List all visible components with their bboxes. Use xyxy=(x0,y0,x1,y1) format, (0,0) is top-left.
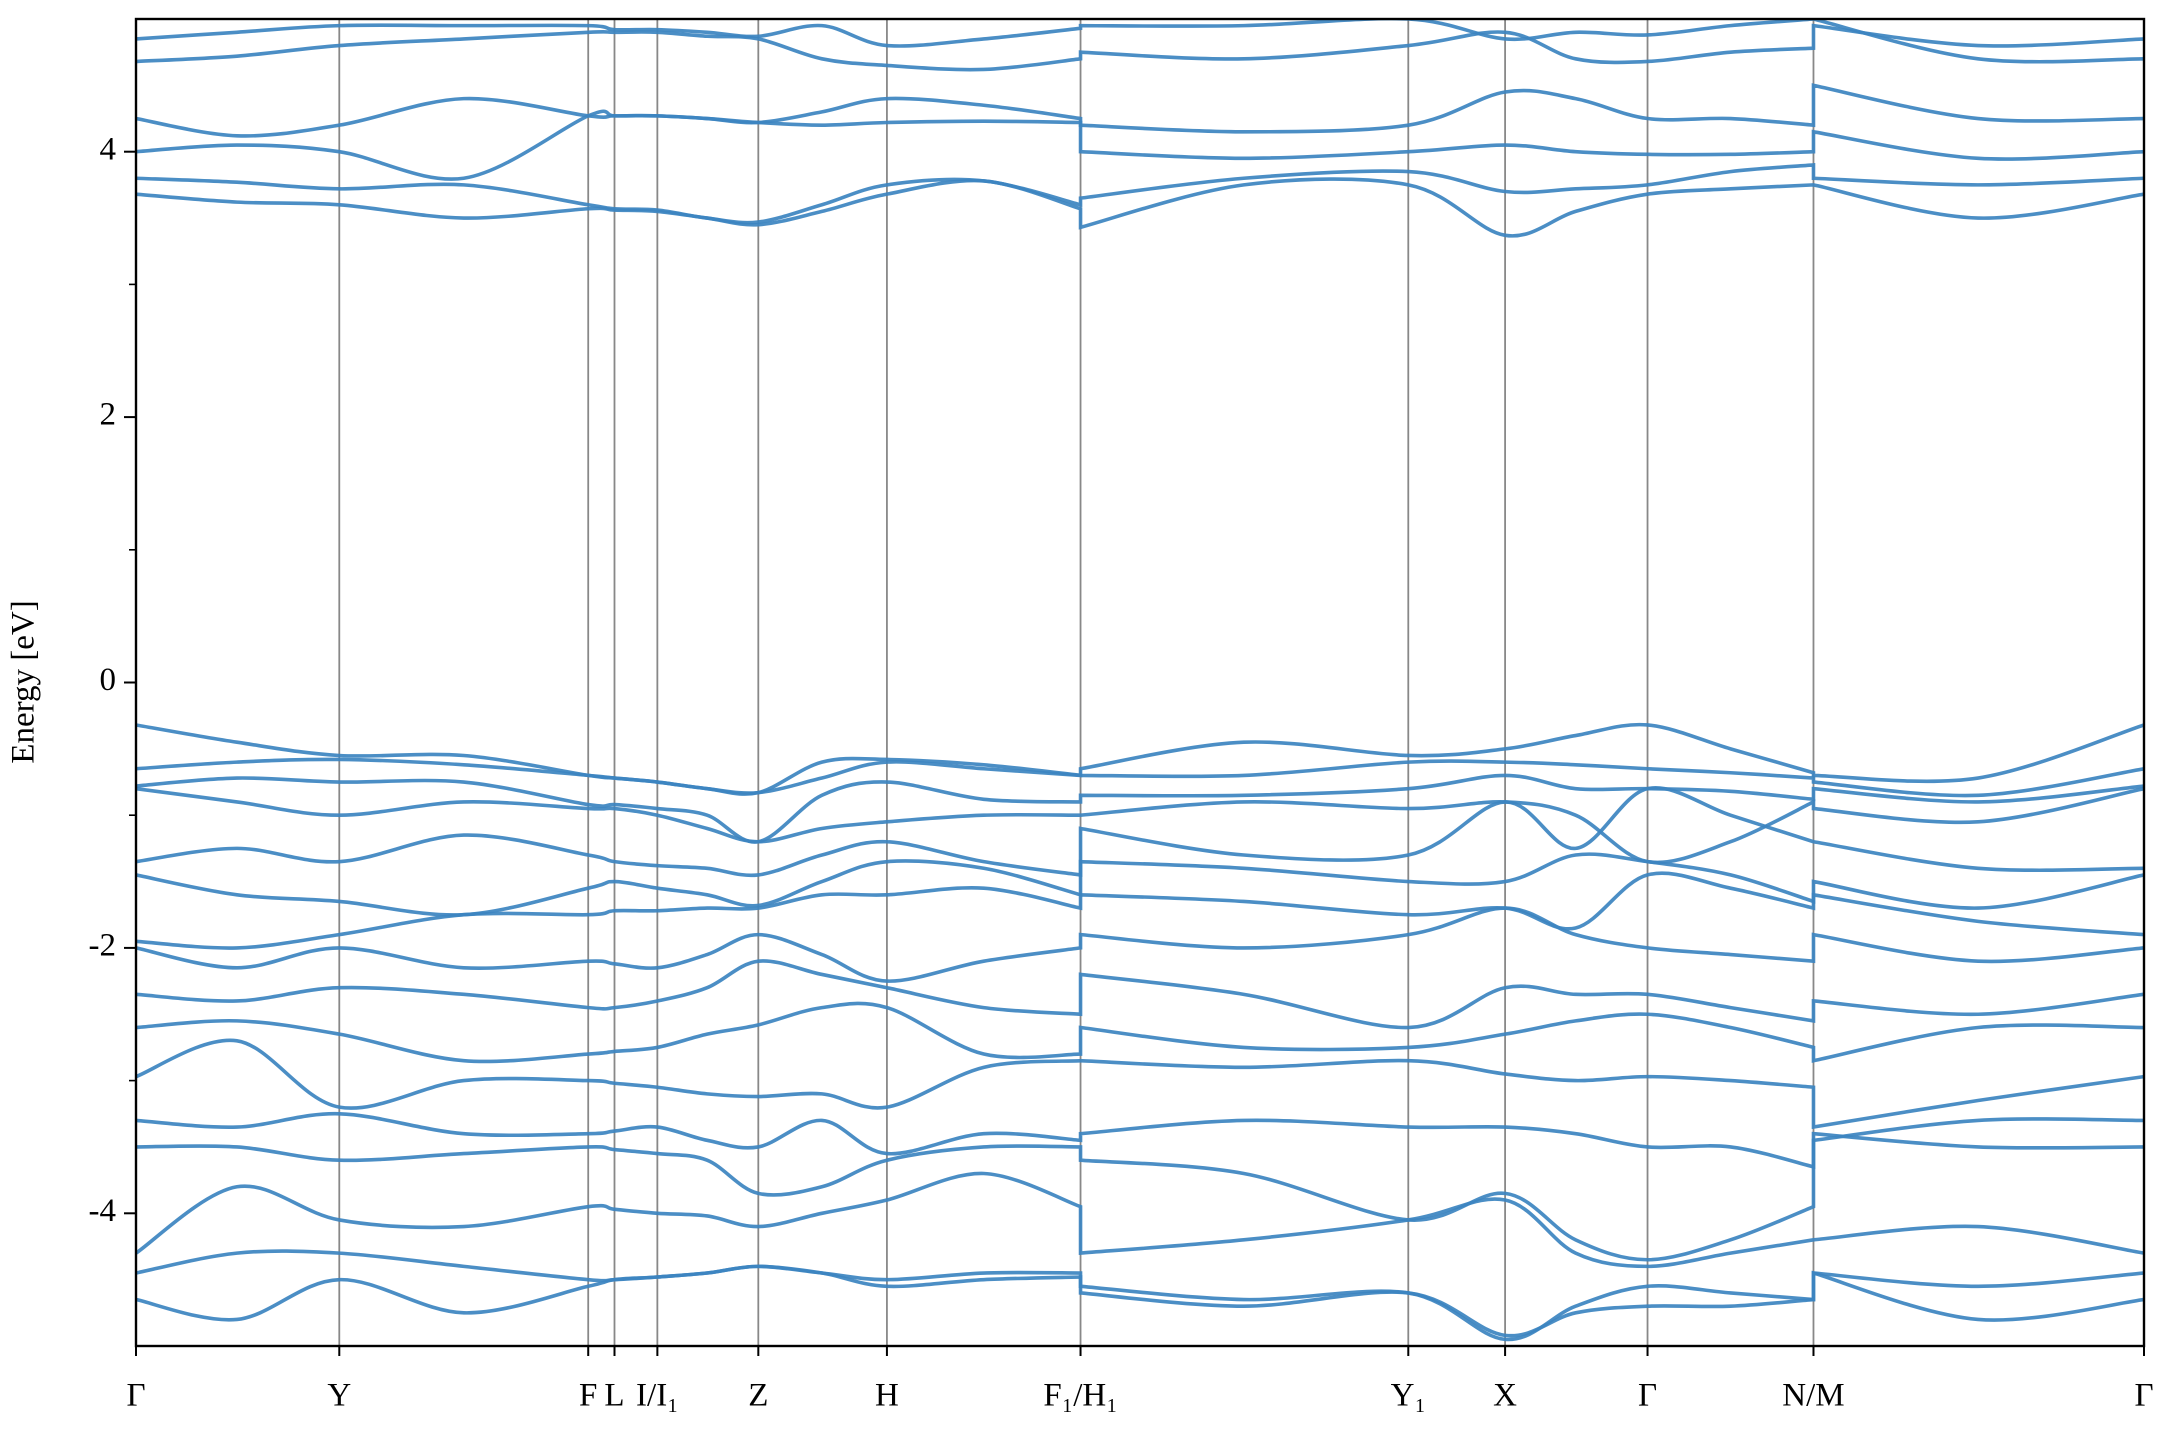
band-line xyxy=(136,722,2144,796)
band-line xyxy=(136,1131,2144,1262)
band-line xyxy=(136,1171,2144,1269)
x-tick-label: H xyxy=(875,1378,899,1414)
band-line xyxy=(136,177,2144,238)
band-line xyxy=(136,757,2144,798)
band-line xyxy=(136,1001,2144,1064)
y-tick-label: 2 xyxy=(100,397,117,433)
y-tick-label: 4 xyxy=(100,131,117,167)
x-tick-label: X xyxy=(1493,1378,1517,1414)
band-line xyxy=(136,786,2144,865)
plot-frame xyxy=(134,17,2146,1348)
band-line xyxy=(136,1111,2144,1170)
x-tick-label: F₁/H₁ xyxy=(1043,1378,1117,1414)
x-tick-label: Y xyxy=(327,1378,351,1414)
bands xyxy=(136,19,2144,1342)
x-tick-label: Z xyxy=(748,1378,768,1414)
x-tick-label: F xyxy=(579,1378,597,1414)
band-line xyxy=(136,959,2144,1030)
y-axis-label: Energy [eV] xyxy=(6,600,42,763)
y-tick-label: -2 xyxy=(89,927,117,963)
band-line xyxy=(136,19,2144,64)
band-line xyxy=(136,852,2144,917)
x-tick-label: L xyxy=(604,1378,624,1414)
band-line xyxy=(136,786,2144,878)
band-line xyxy=(136,773,2144,844)
x-tick-label: Γ xyxy=(126,1378,145,1414)
band-line xyxy=(136,871,2144,950)
x-tick-label: I/I₁ xyxy=(636,1378,679,1414)
x-tick-label: Y₁ xyxy=(1391,1378,1426,1414)
band-line xyxy=(136,1264,2144,1338)
y-tick-label: 0 xyxy=(100,662,117,698)
x-tick-label: N/M xyxy=(1782,1378,1844,1414)
band-line xyxy=(136,1038,2144,1130)
x-tick-label: Γ xyxy=(1638,1378,1657,1414)
band-line xyxy=(136,83,2144,138)
x-tick-label: Γ xyxy=(2134,1378,2153,1414)
band-line xyxy=(136,906,2144,983)
axes: Γ Y F L I/I₁ Z H F₁/H₁ Y₁ X Γ N/M Γ -4 -2 0 2 4 xyxy=(89,17,2154,1414)
band-line xyxy=(136,23,2144,72)
band-line xyxy=(136,96,2144,181)
y-tick-label: -4 xyxy=(89,1193,117,1229)
band-line xyxy=(136,163,2144,225)
band-line xyxy=(136,1249,2144,1342)
